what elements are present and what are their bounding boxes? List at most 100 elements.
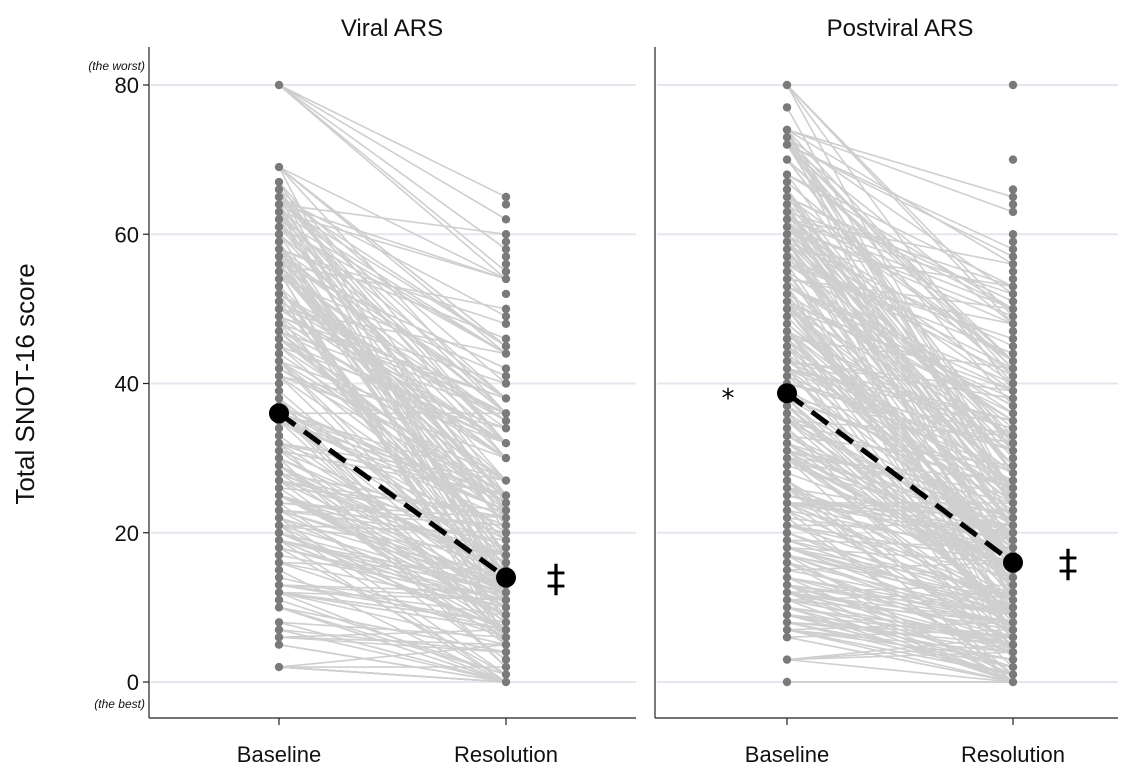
- baseline-point: [782, 244, 792, 254]
- resolution-point: [501, 633, 511, 642]
- resolution-point: [501, 550, 511, 560]
- baseline-point: [274, 207, 284, 217]
- significance-marker-resolution: ‡: [1059, 542, 1078, 586]
- individual-line: [278, 375, 507, 459]
- x-tick-label-baseline: Baseline: [237, 742, 321, 767]
- baseline-point: [274, 483, 284, 493]
- baseline-point: [274, 364, 284, 373]
- baseline-point: [274, 446, 284, 455]
- resolution-point: [501, 289, 511, 299]
- individual-line: [786, 129, 1014, 377]
- individual-line: [278, 621, 507, 683]
- individual-line: [786, 502, 1014, 646]
- individual-line: [786, 129, 1014, 213]
- resolution-point: [1008, 573, 1018, 582]
- individual-line: [786, 584, 1014, 616]
- resolution-point: [501, 506, 511, 515]
- baseline-point: [274, 498, 284, 508]
- baseline-point: [274, 453, 284, 463]
- baseline-point: [782, 588, 792, 597]
- individual-line: [278, 84, 507, 280]
- baseline-point: [274, 80, 284, 90]
- baseline-point: [274, 558, 284, 567]
- baseline-point: [274, 603, 284, 612]
- individual-line: [786, 658, 1014, 683]
- baseline-point: [274, 640, 284, 649]
- individual-line: [786, 144, 1014, 407]
- resolution-point: [1008, 670, 1018, 679]
- baseline-point: [274, 468, 284, 478]
- resolution-point: [501, 319, 511, 328]
- baseline-point: [274, 289, 284, 299]
- baseline-point: [274, 521, 284, 530]
- mean-point-resolution: [496, 567, 516, 588]
- individual-line: [786, 211, 1014, 467]
- individual-line: [786, 129, 1014, 198]
- baseline-point: [782, 424, 792, 433]
- individual-line: [278, 666, 507, 683]
- resolution-point: [1008, 394, 1018, 403]
- y-tick-label-20: 20: [115, 521, 139, 546]
- individual-line: [278, 337, 507, 444]
- baseline-point: [782, 595, 792, 605]
- resolution-point: [1008, 327, 1018, 336]
- baseline-point: [274, 543, 284, 552]
- individual-line: [786, 84, 1014, 392]
- baseline-point: [782, 177, 792, 187]
- resolution-point: [1008, 200, 1018, 209]
- baseline-point: [782, 416, 792, 426]
- individual-line: [278, 524, 507, 534]
- resolution-point: [1008, 386, 1018, 396]
- individual-line: [786, 144, 1014, 370]
- resolution-point: [1008, 543, 1018, 552]
- individual-line: [786, 442, 1014, 571]
- individual-line: [278, 360, 507, 497]
- baseline-point: [274, 595, 284, 605]
- baseline-point: [274, 237, 284, 246]
- individual-line: [278, 367, 507, 504]
- baseline-point: [782, 655, 792, 664]
- individual-lines: [278, 84, 507, 683]
- baseline-point: [782, 409, 792, 418]
- baseline-point: [274, 327, 284, 336]
- individual-line: [786, 144, 1014, 325]
- individual-line: [278, 293, 507, 444]
- individual-line: [786, 628, 1014, 683]
- resolution-point: [501, 595, 511, 605]
- baseline-point: [274, 625, 284, 634]
- individual-line: [278, 84, 507, 198]
- individual-line: [278, 591, 507, 646]
- individual-line: [786, 248, 1014, 288]
- resolution-point: [1008, 603, 1018, 612]
- resolution-point: [501, 536, 511, 545]
- resolution-point: [1008, 595, 1018, 605]
- individual-line: [278, 420, 507, 512]
- baseline-point: [274, 282, 284, 291]
- baseline-point: [782, 215, 792, 224]
- baseline-point: [782, 573, 792, 582]
- baseline-point: [782, 603, 792, 612]
- resolution-point: [501, 349, 511, 358]
- resolution-point: [501, 341, 511, 351]
- resolution-point: [501, 230, 511, 239]
- resolution-point: [1008, 439, 1018, 448]
- baseline-point: [782, 431, 792, 440]
- baseline-point: [782, 349, 792, 358]
- individual-line: [786, 584, 1014, 646]
- individual-line: [278, 420, 507, 564]
- individual-line: [786, 233, 1014, 504]
- resolution-point: [501, 244, 511, 254]
- baseline-point: [274, 259, 284, 269]
- individual-line: [786, 84, 1014, 317]
- panel-title: Viral ARS: [341, 15, 443, 42]
- y-annotation-top: (the worst): [88, 59, 145, 73]
- individual-line: [786, 189, 1014, 534]
- resolution-point: [1008, 207, 1018, 217]
- significance-marker-resolution: ‡: [547, 557, 566, 601]
- individual-line: [786, 576, 1014, 676]
- baseline-point: [274, 618, 284, 627]
- y-tick-label-40: 40: [115, 372, 139, 397]
- individual-line: [278, 412, 507, 638]
- individual-line: [786, 457, 1014, 519]
- y-annotation-bottom: (the best): [94, 697, 145, 711]
